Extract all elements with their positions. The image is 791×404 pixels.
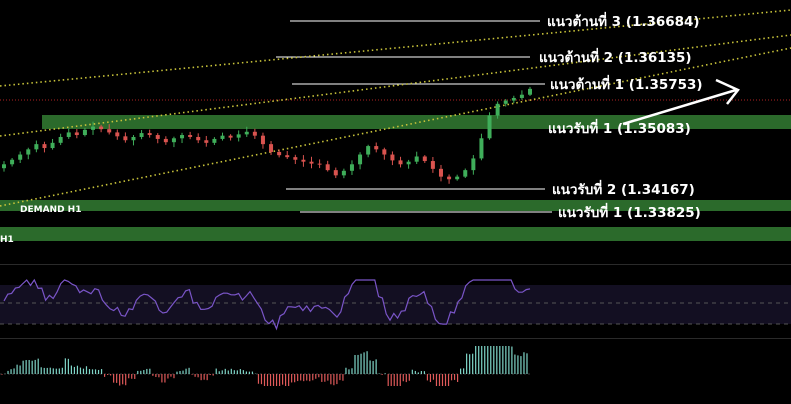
- candle-body: [528, 88, 532, 95]
- candle-body: [406, 161, 411, 165]
- candle-body: [366, 146, 371, 155]
- candle-body: [519, 94, 524, 98]
- candle-body: [309, 161, 314, 164]
- candle-body: [430, 161, 435, 169]
- level-label-s3: แนวรับที่ 1 (1.33825): [558, 202, 701, 221]
- candle-body: [131, 136, 136, 141]
- level-label-s2: แนวรับที่ 2 (1.34167): [552, 179, 695, 198]
- zone-upper: [42, 115, 791, 129]
- candle-body: [487, 115, 492, 139]
- candle-body: [252, 131, 257, 136]
- candle-body: [374, 146, 379, 150]
- candle-body: [204, 140, 209, 143]
- candle-body: [196, 136, 201, 141]
- candle-body: [244, 131, 249, 135]
- channel-top-line: [0, 9, 791, 87]
- candle-body: [107, 129, 112, 133]
- candle-body: [341, 170, 346, 176]
- candle-body: [382, 149, 387, 155]
- rsi-line: [3, 278, 531, 331]
- channel-lines: [0, 9, 791, 207]
- zone-label-h1: H1: [0, 235, 14, 245]
- candle-body: [180, 135, 185, 139]
- candle-body: [220, 135, 225, 139]
- zone-lower: [0, 227, 791, 241]
- candle-body: [26, 149, 31, 155]
- candle-body: [99, 126, 104, 130]
- candle-body: [503, 100, 508, 104]
- candle-body: [390, 154, 395, 161]
- rsi-band: [0, 285, 791, 324]
- zone-label-demand-h1: DEMAND H1: [20, 205, 81, 215]
- candle-body: [10, 159, 15, 165]
- candle-body: [358, 154, 363, 165]
- level-label-r3: แนวต้านที่ 3 (1.36684): [547, 11, 700, 30]
- candle-body: [147, 133, 152, 136]
- candle-body: [301, 159, 306, 162]
- candle-body: [139, 133, 144, 137]
- candle-body: [398, 160, 403, 165]
- candle-body: [123, 136, 128, 141]
- rsi-panel: [0, 278, 791, 331]
- candle-body: [325, 164, 330, 171]
- candle-body: [495, 103, 500, 116]
- candle-body: [115, 132, 120, 137]
- candle-body: [269, 144, 274, 152]
- candle-body: [479, 138, 484, 159]
- candle-body: [228, 135, 233, 138]
- candle-body: [42, 144, 47, 149]
- candle-body: [260, 135, 265, 145]
- candle-body: [285, 155, 290, 158]
- level-lines: [276, 20, 552, 213]
- candles: [2, 86, 532, 184]
- candle-body: [447, 176, 452, 180]
- candle-body: [212, 138, 217, 143]
- candle-body: [438, 168, 443, 177]
- candle-body: [422, 156, 427, 162]
- candle-body: [277, 151, 282, 156]
- zones: [0, 115, 791, 241]
- candle-body: [455, 176, 460, 180]
- candle-body: [74, 132, 79, 136]
- candle-body: [349, 164, 354, 171]
- zone-demand-h1: [0, 200, 791, 211]
- candle-body: [293, 157, 298, 160]
- candle-body: [188, 135, 193, 137]
- candle-body: [58, 136, 63, 143]
- candle-body: [34, 144, 39, 150]
- level-label-s1: แนวรับที่ 1 (1.35083): [548, 118, 691, 137]
- candle-body: [414, 156, 419, 162]
- candle-body: [171, 138, 176, 143]
- candle-body: [18, 154, 23, 160]
- candle-body: [236, 134, 241, 138]
- candle-body: [155, 135, 160, 139]
- candle-body: [91, 126, 96, 130]
- level-label-r2: แนวต้านที่ 2 (1.36135): [539, 47, 692, 66]
- candle-body: [50, 142, 55, 149]
- candle-body: [471, 158, 476, 171]
- trend-arrow: [622, 78, 740, 126]
- candle-body: [2, 164, 6, 169]
- candle-body: [333, 170, 338, 176]
- candle-body: [82, 129, 87, 136]
- level-label-r1: แนวต้านที่ 1 (1.35753): [550, 74, 703, 93]
- candle-body: [317, 163, 322, 165]
- candle-body: [511, 97, 516, 101]
- candle-body: [66, 132, 71, 137]
- histogram-panel: [0, 346, 530, 386]
- candle-body: [463, 170, 468, 177]
- histogram-bars: [1, 346, 528, 386]
- candle-body: [163, 138, 168, 143]
